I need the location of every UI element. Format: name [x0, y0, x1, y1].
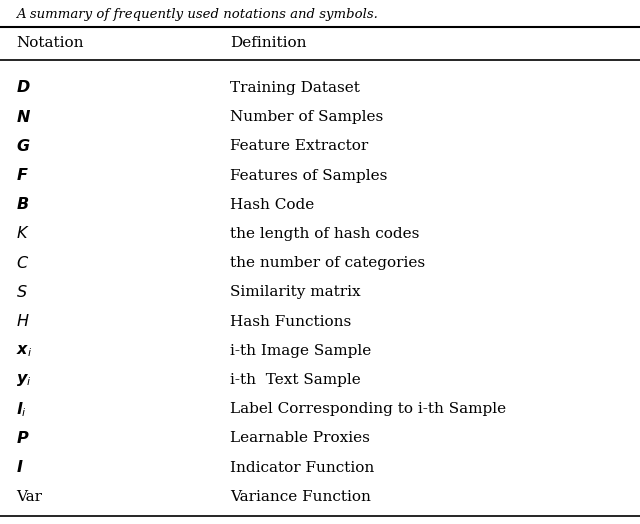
Text: $\boldsymbol{D}$: $\boldsymbol{D}$	[16, 80, 31, 96]
Text: Variance Function: Variance Function	[230, 490, 371, 504]
Text: $\boldsymbol{y}_i$: $\boldsymbol{y}_i$	[16, 372, 31, 388]
Text: Indicator Function: Indicator Function	[230, 461, 374, 475]
Text: $\boldsymbol{x}_i$: $\boldsymbol{x}_i$	[16, 342, 32, 359]
Text: $C$: $C$	[16, 255, 29, 272]
Text: i-th  Text Sample: i-th Text Sample	[230, 373, 361, 387]
Text: A summary of frequently used notations and symbols.: A summary of frequently used notations a…	[16, 8, 378, 21]
Text: Label Corresponding to i-th Sample: Label Corresponding to i-th Sample	[230, 402, 506, 416]
Text: Var: Var	[16, 490, 42, 504]
Text: $\boldsymbol{l}_i$: $\boldsymbol{l}_i$	[16, 400, 27, 419]
Text: Notation: Notation	[16, 36, 83, 50]
Text: the number of categories: the number of categories	[230, 256, 426, 270]
Text: Similarity matrix: Similarity matrix	[230, 286, 361, 299]
Text: $H$: $H$	[16, 313, 29, 330]
Text: the length of hash codes: the length of hash codes	[230, 227, 420, 241]
Text: $\boldsymbol{B}$: $\boldsymbol{B}$	[16, 196, 29, 213]
Text: $K$: $K$	[16, 225, 29, 243]
Text: Hash Functions: Hash Functions	[230, 314, 351, 329]
Text: Features of Samples: Features of Samples	[230, 169, 388, 182]
Text: Feature Extractor: Feature Extractor	[230, 139, 369, 154]
Text: $\boldsymbol{N}$: $\boldsymbol{N}$	[16, 108, 31, 126]
Text: $\boldsymbol{P}$: $\boldsymbol{P}$	[16, 430, 29, 447]
Text: Training Dataset: Training Dataset	[230, 81, 360, 95]
Text: $\boldsymbol{F}$: $\boldsymbol{F}$	[16, 167, 29, 184]
Text: Definition: Definition	[230, 36, 307, 50]
Text: $S$: $S$	[16, 284, 28, 301]
Text: $\boldsymbol{G}$: $\boldsymbol{G}$	[16, 138, 31, 155]
Text: Hash Code: Hash Code	[230, 198, 315, 212]
Text: $\boldsymbol{I}$: $\boldsymbol{I}$	[16, 459, 24, 476]
Text: i-th Image Sample: i-th Image Sample	[230, 344, 372, 358]
Text: Learnable Proxies: Learnable Proxies	[230, 431, 371, 445]
Text: Number of Samples: Number of Samples	[230, 110, 383, 124]
